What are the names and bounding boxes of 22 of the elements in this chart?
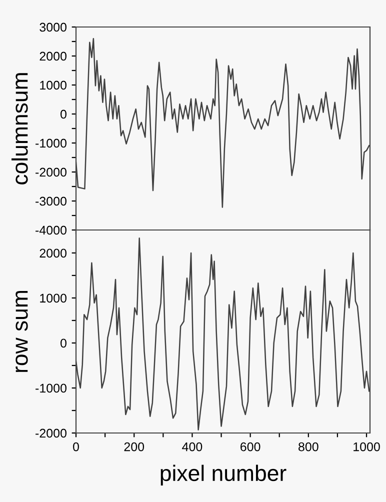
y-tick-label: 0 bbox=[60, 110, 66, 119]
y-tick-label: 2000 bbox=[40, 248, 66, 258]
y-tick-label: 3000 bbox=[40, 22, 66, 32]
y-tick-label: -2000 bbox=[36, 428, 66, 438]
y-tick-label: 2000 bbox=[40, 52, 66, 61]
y-tick-label: 0 bbox=[60, 338, 66, 348]
y-tick-label: -1000 bbox=[36, 384, 66, 393]
x-tick-label: 200 bbox=[124, 442, 144, 452]
y-axis-title: row sum bbox=[16, 290, 28, 372]
x-tick-label: 600 bbox=[240, 442, 260, 452]
y-axis-title: columnsum bbox=[12, 73, 28, 184]
x-tick-label: 800 bbox=[298, 442, 318, 452]
y-tick-label: 1000 bbox=[40, 80, 66, 90]
y-tick-label: -2000 bbox=[36, 168, 66, 177]
x-tick-label: 1000 bbox=[354, 442, 380, 452]
x-axis-title: pixel number bbox=[160, 464, 286, 486]
y-tick-label: -1000 bbox=[36, 138, 66, 148]
y-tick-label: 1000 bbox=[40, 294, 66, 303]
y-tick-label: -3000 bbox=[36, 196, 66, 206]
y-tick-label: -4000 bbox=[36, 226, 66, 235]
x-tick-label: 400 bbox=[182, 442, 202, 452]
x-tick-label: 0 bbox=[73, 442, 79, 452]
